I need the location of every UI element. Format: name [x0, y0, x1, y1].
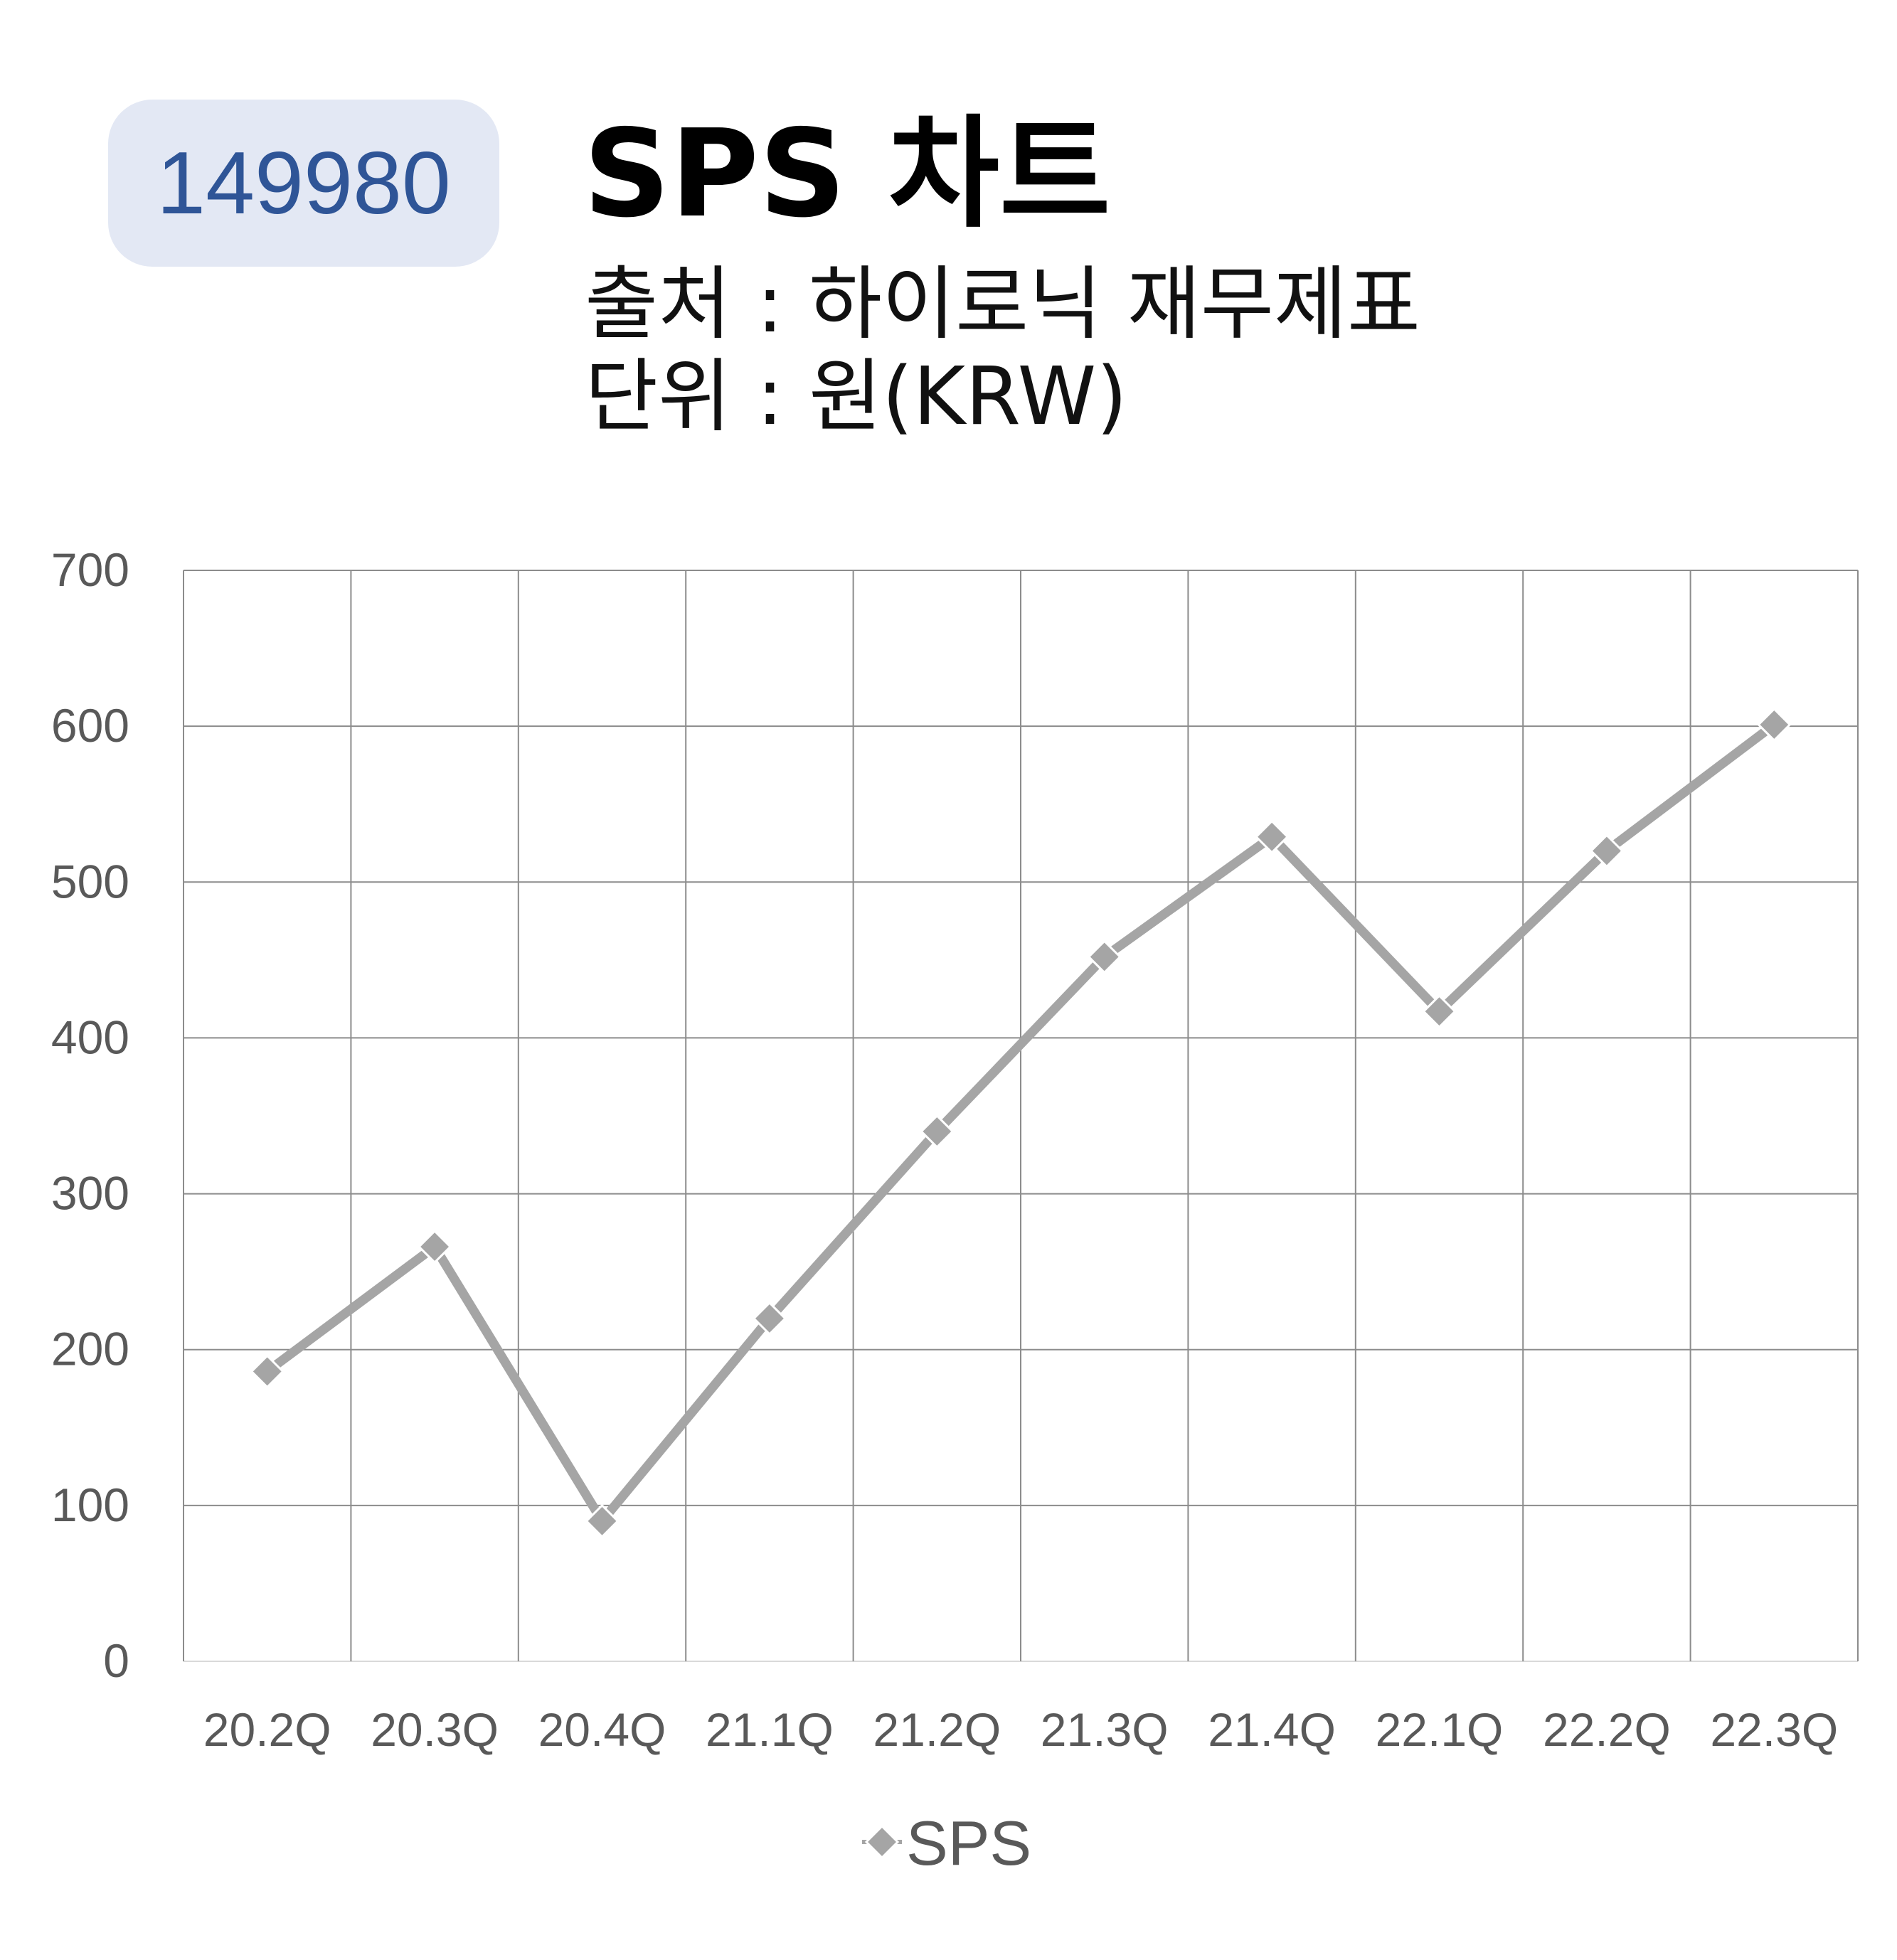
x-tick-label: 22.1Q	[1376, 1703, 1504, 1756]
y-tick-label: 100	[51, 1479, 129, 1531]
y-tick-label: 500	[51, 855, 129, 907]
y-axis-ticks: 0 100 200 300 400 500 600 700	[51, 543, 129, 1687]
y-tick-label: 200	[51, 1323, 129, 1375]
x-tick-label: 20.4Q	[538, 1703, 666, 1756]
y-tick-label: 700	[51, 543, 129, 596]
series-sps	[250, 707, 1792, 1538]
unit-line: 단위 : 원(KRW)	[585, 351, 1127, 443]
stock-code-badge: 149980	[108, 100, 499, 267]
legend-label: SPS	[906, 1808, 1031, 1878]
y-tick-label: 600	[51, 699, 129, 752]
data-point-marker	[1087, 939, 1122, 974]
x-tick-label: 20.2Q	[203, 1703, 331, 1756]
x-tick-label: 21.4Q	[1208, 1703, 1336, 1756]
grid	[183, 570, 1859, 1662]
x-tick-label: 21.2Q	[873, 1703, 1001, 1756]
data-point-marker	[250, 1354, 285, 1389]
x-tick-label: 22.2Q	[1543, 1703, 1671, 1756]
data-point-marker	[585, 1503, 620, 1538]
x-tick-label: 20.3Q	[371, 1703, 499, 1756]
data-point-marker	[920, 1114, 955, 1149]
legend: SPS	[862, 1808, 1031, 1878]
x-tick-label: 21.3Q	[1041, 1703, 1169, 1756]
stock-code: 149980	[156, 134, 451, 233]
data-point-marker	[1422, 994, 1457, 1029]
x-tick-label: 22.3Q	[1710, 1703, 1838, 1756]
data-point-marker	[1589, 833, 1625, 868]
source-line: 출처 : 하이로닉 재무제표	[585, 258, 1420, 351]
data-point-marker	[417, 1229, 452, 1264]
legend-marker	[864, 1824, 900, 1860]
x-axis-ticks: 20.2Q 20.3Q 20.4Q 21.1Q 21.2Q 21.3Q 21.4Q 22.1Q…	[203, 1703, 1838, 1756]
data-point-marker	[1254, 819, 1290, 854]
chart-title: SPS 차트	[583, 104, 1111, 245]
y-tick-label: 300	[51, 1167, 129, 1220]
x-tick-label: 21.1Q	[706, 1703, 834, 1756]
data-point-marker	[752, 1301, 787, 1336]
y-tick-label: 0	[103, 1634, 129, 1687]
series-line	[262, 720, 1779, 1526]
y-tick-label: 400	[51, 1011, 129, 1063]
data-point-marker	[1757, 707, 1792, 742]
